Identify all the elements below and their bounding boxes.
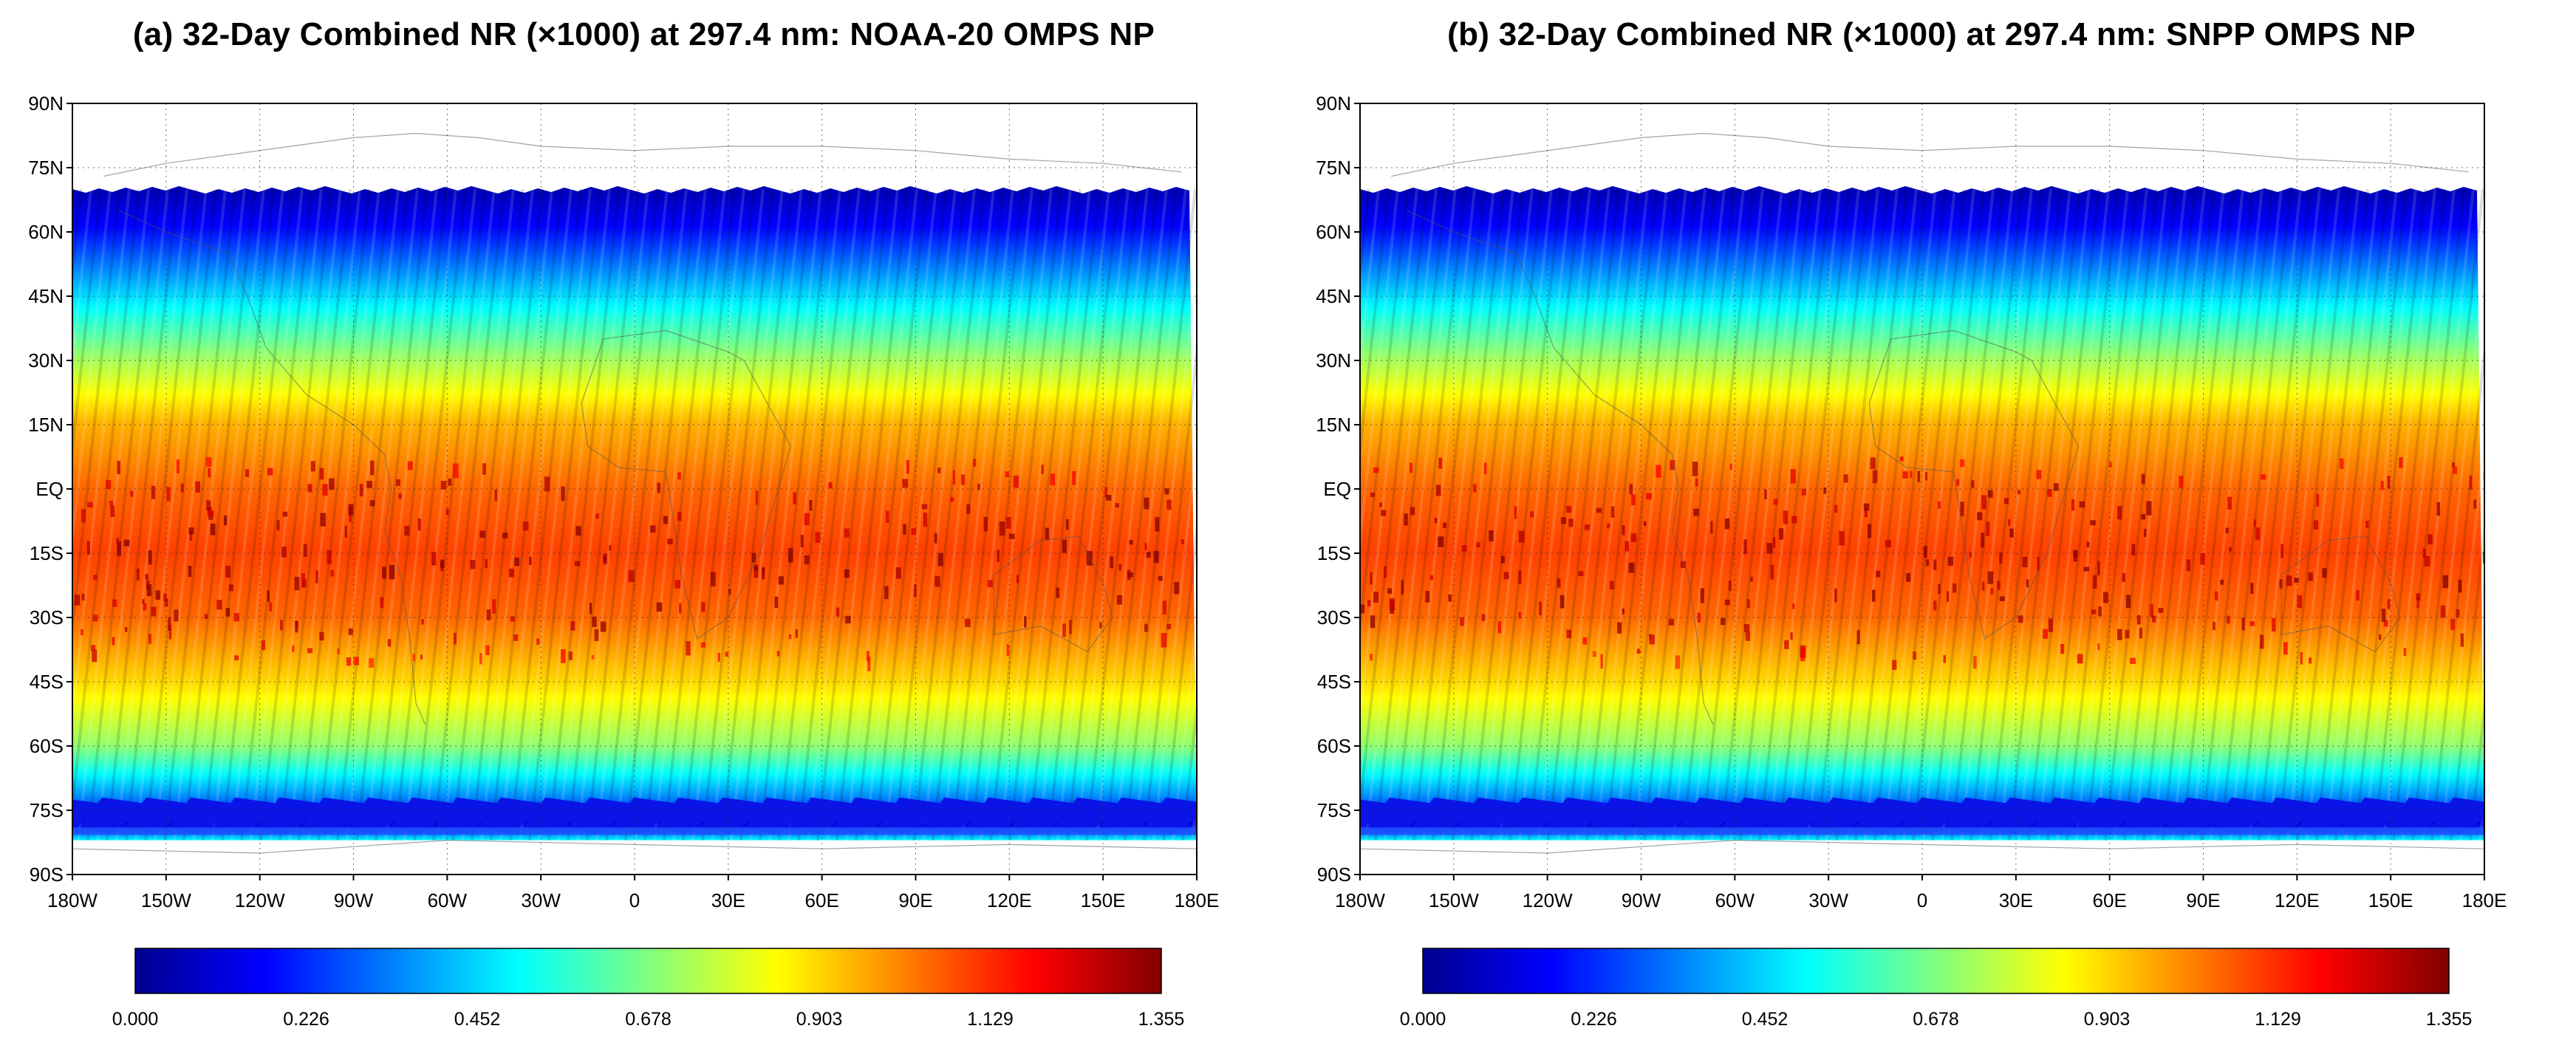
lat-tick-label: 90N bbox=[28, 92, 64, 114]
lon-tick-label: 60E bbox=[2093, 889, 2127, 911]
lat-tick-label: 45S bbox=[1317, 671, 1351, 693]
colorbar-tick-label: 0.678 bbox=[625, 1009, 672, 1030]
lon-tick-label: 60W bbox=[1715, 889, 1755, 911]
colorbar-tick-label: 0.452 bbox=[1742, 1009, 1788, 1030]
lon-tick-label: 150E bbox=[2368, 889, 2413, 911]
lat-tick-label: 75N bbox=[28, 157, 64, 179]
lat-tick-label: 90S bbox=[30, 863, 64, 886]
lon-tick-label: 0 bbox=[1917, 889, 1927, 911]
lon-tick-label: 120E bbox=[987, 889, 1032, 911]
lat-tick-label: 30N bbox=[28, 349, 64, 372]
lat-tick-label: 30S bbox=[30, 606, 64, 629]
lon-tick-label: 90E bbox=[2186, 889, 2220, 911]
polar-chevron-band bbox=[72, 797, 1197, 835]
lon-tick-label: 90E bbox=[898, 889, 932, 911]
lon-tick-label: 0 bbox=[629, 889, 640, 911]
lat-tick-label: EQ bbox=[35, 478, 64, 500]
lat-tick-label: EQ bbox=[1323, 478, 1351, 500]
colorbar-tick-label: 1.129 bbox=[967, 1009, 1014, 1030]
lat-tick-label: 15S bbox=[1317, 542, 1351, 564]
lat-tick-label: 75S bbox=[30, 799, 64, 821]
lat-tick-label: 60N bbox=[1316, 221, 1351, 243]
lon-tick-label: 120E bbox=[2275, 889, 2320, 911]
lon-tick-label: 180E bbox=[2462, 889, 2507, 911]
lon-tick-label: 30W bbox=[1808, 889, 1848, 911]
colorbar-tick-label: 0.903 bbox=[2084, 1009, 2131, 1030]
colorbar-tick-label: 0.226 bbox=[1571, 1009, 1617, 1030]
lon-tick-label: 150W bbox=[1429, 889, 1479, 911]
colorbar bbox=[1422, 948, 2450, 994]
lat-tick-label: 60S bbox=[30, 735, 64, 757]
lat-tick-label: 30N bbox=[1316, 349, 1351, 372]
lon-tick-label: 60W bbox=[428, 889, 468, 911]
lat-tick-label: 45N bbox=[28, 285, 64, 307]
lon-tick-label: 30E bbox=[711, 889, 745, 911]
colorbar-tick-label: 0.226 bbox=[283, 1009, 329, 1030]
colorbar-tick-label: 0.903 bbox=[796, 1009, 843, 1030]
lon-tick-label: 180W bbox=[47, 889, 98, 911]
colorbar bbox=[134, 948, 1162, 994]
swath-streaks bbox=[72, 188, 1197, 841]
lat-tick-label: 90N bbox=[1316, 92, 1351, 114]
colorbar-tick-label: 1.129 bbox=[2255, 1009, 2301, 1030]
heatmap-field bbox=[1360, 186, 2484, 841]
colorbar-tick-label: 0.000 bbox=[112, 1009, 159, 1030]
map-chart: 90N 75N 60N 45N 30N 15N EQ 15S 30S 45S 60S 75S 90S 18… bbox=[28, 92, 1220, 1030]
lat-tick-label: 60S bbox=[1317, 735, 1351, 757]
panel-b: (b) 32-Day Combined NR (×1000) at 297.4 … bbox=[1288, 0, 2575, 1054]
lon-tick-label: 30W bbox=[521, 889, 561, 911]
colorbar-tick-label: 0.678 bbox=[1913, 1009, 1959, 1030]
lon-tick-label: 150W bbox=[141, 889, 191, 911]
panel-title: (a) 32-Day Combined NR (×1000) at 297.4 … bbox=[132, 16, 1155, 52]
colorbar-tick-label: 0.452 bbox=[454, 1009, 501, 1030]
lat-tick-label: 60N bbox=[28, 221, 64, 243]
heatmap-field bbox=[72, 186, 1197, 841]
coastlines bbox=[1359, 132, 2485, 854]
lat-tick-label: 15N bbox=[28, 414, 64, 436]
lat-tick-label: 30S bbox=[1317, 606, 1351, 629]
colorbar-tick-label: 1.355 bbox=[1138, 1009, 1185, 1030]
lat-tick-label: 15N bbox=[1316, 414, 1351, 436]
lon-tick-label: 120W bbox=[235, 889, 285, 911]
map-chart: 90N 75N 60N 45N 30N 15N EQ 15S 30S 45S 60S 75S 90S 18… bbox=[1316, 92, 2507, 1030]
lon-tick-label: 90W bbox=[1622, 889, 1661, 911]
lon-tick-label: 120W bbox=[1523, 889, 1573, 911]
lon-tick-label: 90W bbox=[334, 889, 374, 911]
lon-tick-label: 30E bbox=[1999, 889, 2033, 911]
lat-tick-label: 15S bbox=[30, 542, 64, 564]
lon-tick-label: 60E bbox=[805, 889, 839, 911]
lat-tick-label: 75N bbox=[1316, 157, 1351, 179]
lon-tick-label: 180W bbox=[1335, 889, 1385, 911]
lon-tick-label: 150E bbox=[1081, 889, 1126, 911]
colorbar-tick-label: 1.355 bbox=[2426, 1009, 2473, 1030]
lat-tick-label: 75S bbox=[1317, 799, 1351, 821]
lon-tick-label: 180E bbox=[1175, 889, 1220, 911]
lat-tick-label: 45S bbox=[30, 671, 64, 693]
lat-tick-label: 45N bbox=[1316, 285, 1351, 307]
lat-tick-label: 90S bbox=[1317, 863, 1351, 886]
panel-a: (a) 32-Day Combined NR (×1000) at 297.4 … bbox=[28, 16, 1220, 1030]
polar-chevron-band bbox=[1360, 797, 2484, 835]
panel-title: (b) 32-Day Combined NR (×1000) at 297.4 … bbox=[1447, 16, 2416, 52]
colorbar-tick-label: 0.000 bbox=[1400, 1009, 1446, 1030]
